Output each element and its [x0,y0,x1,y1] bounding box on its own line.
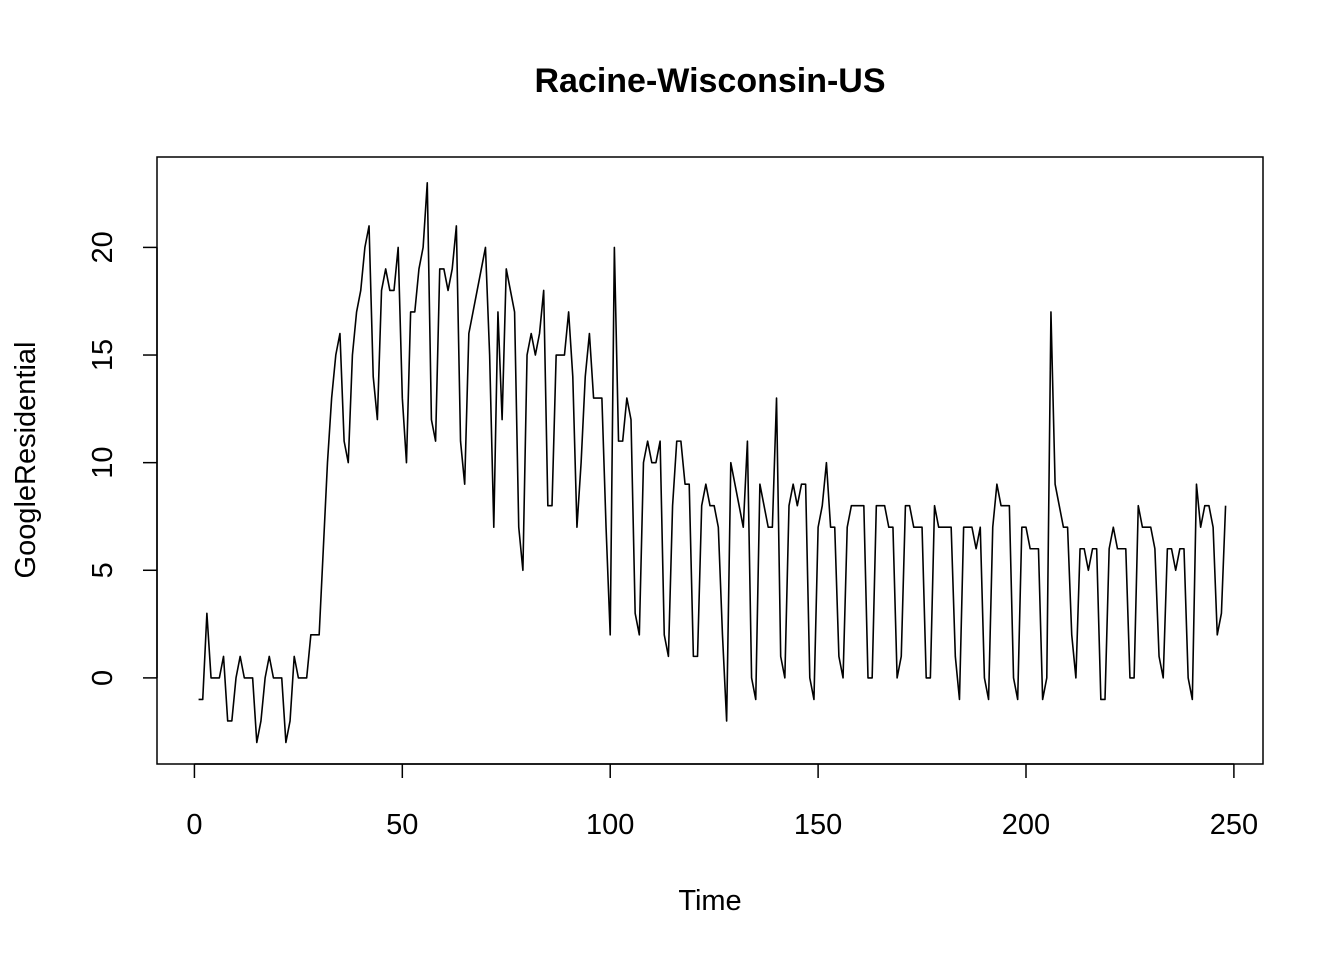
chart-title: Racine-Wisconsin-US [534,62,885,100]
x-axis-label: Time [678,885,741,917]
x-tick-label: 50 [386,809,418,841]
x-tick-label: 150 [794,809,842,841]
y-tick-label: 5 [87,562,119,578]
y-tick-label: 10 [87,447,119,479]
x-tick-label: 100 [586,809,634,841]
y-axis-label: GoogleResidential [10,342,42,579]
x-tick-label: 200 [1002,809,1050,841]
series-line [198,182,1227,744]
y-tick-label: 20 [87,231,119,263]
x-tick-label: 250 [1210,809,1258,841]
plot-frame [156,156,1264,765]
y-tick-label: 15 [87,339,119,371]
y-axis: 0 5 10 15 20 [87,231,158,686]
x-tick-label: 0 [186,809,202,841]
y-tick-label: 0 [87,670,119,686]
x-axis: 0 50 100 150 200 250 [186,763,1258,841]
